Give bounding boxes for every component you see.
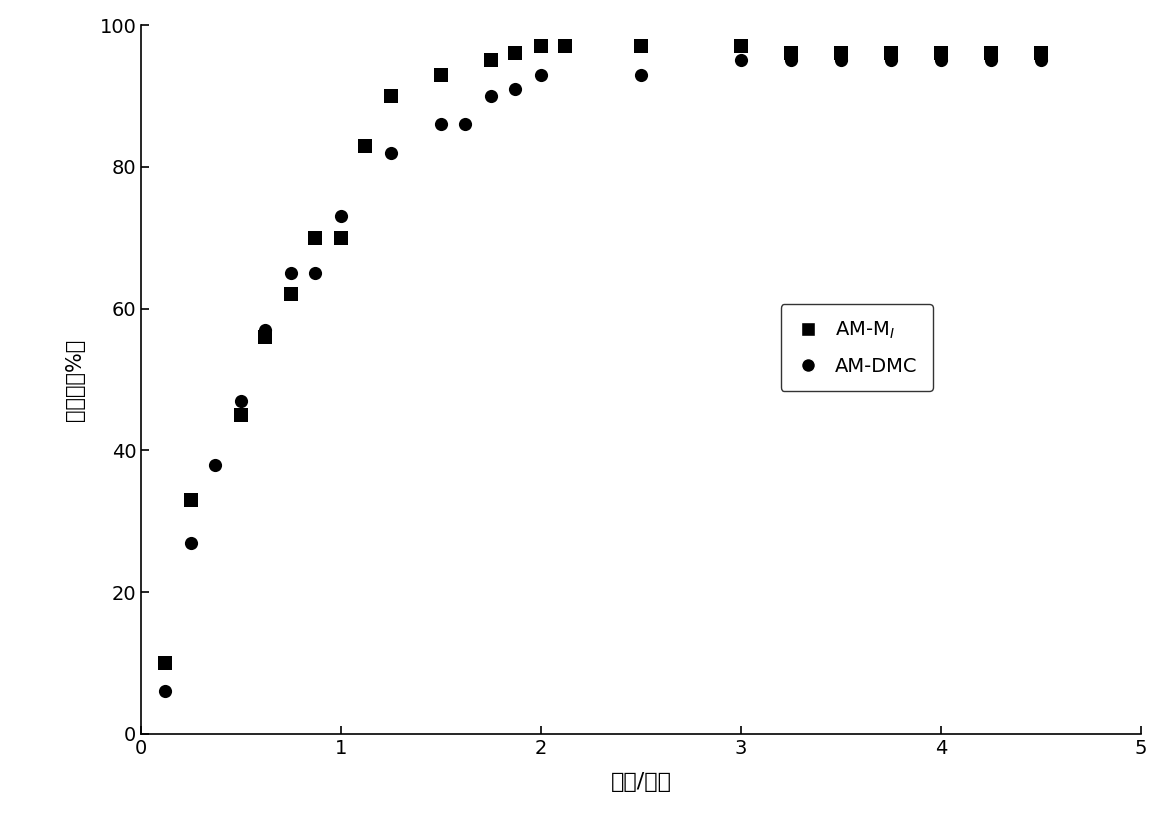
- Point: [632, 40, 650, 53]
- Point: [506, 47, 524, 60]
- Point: [381, 146, 400, 159]
- Point: [781, 54, 800, 68]
- Legend: AM-M$_I$, AM-DMC: AM-M$_I$, AM-DMC: [781, 304, 933, 391]
- Point: [432, 118, 450, 131]
- Point: [731, 54, 750, 68]
- Point: [555, 40, 574, 53]
- Point: [632, 68, 650, 82]
- Point: [332, 210, 350, 224]
- Point: [931, 54, 950, 68]
- Point: [155, 685, 174, 698]
- Point: [981, 54, 1000, 68]
- Point: [381, 89, 400, 103]
- Point: [181, 494, 200, 507]
- Point: [781, 47, 800, 60]
- Point: [282, 267, 301, 280]
- Point: [206, 458, 225, 471]
- Point: [332, 231, 350, 244]
- Point: [931, 47, 950, 60]
- Point: [981, 47, 1000, 60]
- Point: [306, 231, 325, 244]
- Point: [232, 394, 250, 408]
- Point: [181, 536, 200, 550]
- Point: [155, 656, 174, 670]
- Point: [882, 54, 901, 68]
- Point: [532, 40, 550, 53]
- Point: [255, 324, 274, 337]
- Point: [731, 40, 750, 53]
- Point: [831, 54, 850, 68]
- Point: [506, 83, 524, 96]
- Point: [282, 288, 301, 301]
- Point: [455, 118, 474, 131]
- Y-axis label: 转化率（%）: 转化率（%）: [66, 339, 86, 420]
- Point: [232, 409, 250, 422]
- Point: [306, 267, 325, 280]
- Point: [532, 68, 550, 82]
- Point: [1031, 54, 1050, 68]
- Point: [482, 54, 501, 68]
- Point: [482, 89, 501, 103]
- Point: [882, 47, 901, 60]
- Point: [432, 68, 450, 82]
- Point: [255, 330, 274, 344]
- X-axis label: 时间/小时: 时间/小时: [610, 771, 671, 791]
- Point: [831, 47, 850, 60]
- Point: [355, 139, 374, 153]
- Point: [1031, 47, 1050, 60]
